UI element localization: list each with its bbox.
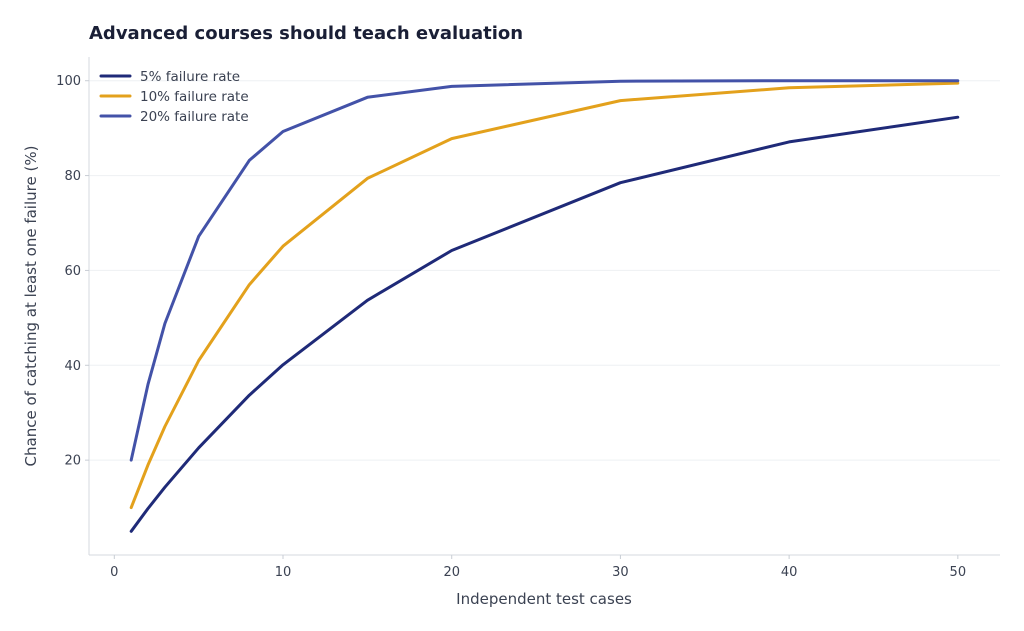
chart-title: Advanced courses should teach evaluation — [89, 23, 523, 44]
legend: 5% failure rate 10% failure rate 20% failu… — [99, 69, 249, 125]
x-tick-label-10: 10 — [275, 565, 292, 580]
series-line-2 — [129, 81, 960, 510]
x-tick-label-0: 0 — [110, 565, 118, 580]
series-line-3 — [129, 79, 960, 462]
x-tick-label-50: 50 — [950, 565, 967, 580]
series-lines — [129, 79, 960, 533]
legend-label-2: 10% failure rate — [140, 89, 249, 105]
x-tick-label-20: 20 — [443, 565, 460, 580]
series-line-1 — [129, 115, 960, 533]
y-tick-label-100: 100 — [56, 74, 81, 89]
y-axis-label: Chance of catching at least one failure … — [22, 146, 40, 467]
y-tick-label-20: 20 — [64, 454, 81, 469]
x-tick-label-40: 40 — [781, 565, 798, 580]
y-tick-label-40: 40 — [64, 359, 81, 374]
x-tick-label-30: 30 — [612, 565, 629, 580]
y-tick-label-60: 60 — [64, 264, 81, 279]
gridlines — [89, 80, 1000, 461]
legend-label-1: 5% failure rate — [140, 69, 240, 85]
y-ticks: 20 40 60 80 100 — [56, 74, 89, 469]
x-ticks: 0 10 20 30 40 50 — [110, 555, 966, 580]
y-tick-label-80: 80 — [64, 169, 81, 184]
legend-label-3: 20% failure rate — [140, 109, 249, 125]
x-axis-label: Independent test cases — [456, 590, 632, 608]
axes — [88, 57, 1000, 556]
